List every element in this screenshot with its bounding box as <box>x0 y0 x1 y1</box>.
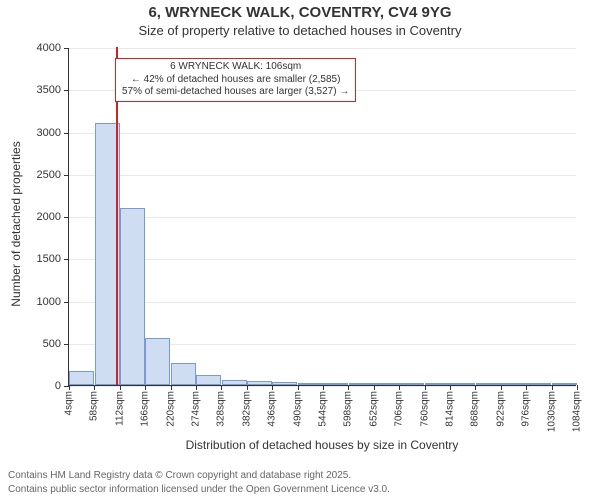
histogram-bar <box>323 383 348 385</box>
histogram-bar <box>69 371 94 385</box>
xtick-mark <box>475 385 476 390</box>
xtick-mark <box>196 385 197 390</box>
xtick-label: 814sqm <box>445 391 456 427</box>
xtick-label: 1030sqm <box>546 391 557 432</box>
histogram-bar <box>349 383 374 385</box>
x-axis-label: Distribution of detached houses by size … <box>68 438 576 452</box>
xtick-label: 652sqm <box>368 391 379 427</box>
xtick-label: 166sqm <box>140 391 151 427</box>
histogram-bar <box>552 383 577 385</box>
ytick-mark <box>64 344 69 345</box>
xtick-mark <box>69 385 70 390</box>
footer-line-1: Contains HM Land Registry data © Crown c… <box>8 470 351 481</box>
xtick-mark <box>221 385 222 390</box>
xtick-label: 328sqm <box>216 391 227 427</box>
xtick-mark <box>298 385 299 390</box>
xtick-label: 58sqm <box>89 391 100 421</box>
xtick-mark <box>247 385 248 390</box>
histogram-bar <box>450 383 475 385</box>
xtick-mark <box>145 385 146 390</box>
ytick-label: 2500 <box>27 169 61 181</box>
xtick-label: 544sqm <box>318 391 329 427</box>
xtick-label: 976sqm <box>521 391 532 427</box>
chart-subtitle: Size of property relative to detached ho… <box>0 21 600 38</box>
y-axis-label: Number of detached properties <box>9 55 23 393</box>
ytick-label: 0 <box>27 380 61 392</box>
gridline <box>69 133 576 134</box>
xtick-label: 112sqm <box>114 391 125 426</box>
xtick-label: 220sqm <box>165 391 176 427</box>
annotation-line1: 6 WRYNECK WALK: 106sqm <box>122 61 349 74</box>
ytick-label: 1000 <box>27 296 61 308</box>
xtick-label: 598sqm <box>343 391 354 427</box>
histogram-bar <box>399 383 424 385</box>
chart-title: 6, WRYNECK WALK, COVENTRY, CV4 9YG <box>0 0 600 21</box>
xtick-label: 922sqm <box>495 391 506 427</box>
histogram-bar <box>120 208 145 385</box>
gridline <box>69 302 576 303</box>
ytick-mark <box>64 48 69 49</box>
xtick-mark <box>348 385 349 390</box>
histogram-bar <box>247 381 272 385</box>
ytick-mark <box>64 259 69 260</box>
xtick-mark <box>450 385 451 390</box>
histogram-bar <box>501 383 526 385</box>
xtick-label: 868sqm <box>470 391 481 427</box>
histogram-bar <box>476 383 501 385</box>
histogram-bar <box>374 383 399 385</box>
histogram-bar <box>145 338 170 385</box>
xtick-label: 760sqm <box>419 391 430 427</box>
histogram-bar <box>526 383 551 385</box>
xtick-mark <box>171 385 172 390</box>
gridline <box>69 259 576 260</box>
ytick-mark <box>64 133 69 134</box>
histogram-bar <box>272 382 297 385</box>
xtick-label: 706sqm <box>394 391 405 427</box>
chart-container: 6, WRYNECK WALK, COVENTRY, CV4 9YG Size … <box>0 0 600 500</box>
xtick-label: 382sqm <box>241 391 252 427</box>
histogram-bar <box>196 375 221 385</box>
xtick-mark <box>577 385 578 390</box>
gridline <box>69 175 576 176</box>
xtick-label: 274sqm <box>191 391 202 427</box>
histogram-bar <box>298 383 323 385</box>
xtick-mark <box>323 385 324 390</box>
xtick-mark <box>94 385 95 390</box>
xtick-mark <box>501 385 502 390</box>
gridline <box>69 217 576 218</box>
ytick-label: 4000 <box>27 42 61 54</box>
ytick-label: 3500 <box>27 84 61 96</box>
ytick-mark <box>64 302 69 303</box>
ytick-mark <box>64 175 69 176</box>
ytick-label: 1500 <box>27 253 61 265</box>
histogram-bar <box>222 380 247 385</box>
annotation-box: 6 WRYNECK WALK: 106sqm ← 42% of detached… <box>115 58 356 102</box>
xtick-label: 4sqm <box>64 391 75 415</box>
histogram-bar <box>171 363 196 385</box>
xtick-mark <box>399 385 400 390</box>
ytick-mark <box>64 90 69 91</box>
ytick-label: 2000 <box>27 211 61 223</box>
ytick-label: 500 <box>27 338 61 350</box>
xtick-label: 1084sqm <box>572 391 583 432</box>
annotation-line3: 57% of semi-detached houses are larger (… <box>122 86 349 99</box>
xtick-mark <box>526 385 527 390</box>
xtick-label: 490sqm <box>292 391 303 427</box>
gridline <box>69 48 576 49</box>
xtick-mark <box>425 385 426 390</box>
annotation-line2: ← 42% of detached houses are smaller (2,… <box>122 74 349 87</box>
histogram-bar <box>425 383 450 385</box>
xtick-mark <box>552 385 553 390</box>
footer-line-2: Contains public sector information licen… <box>8 484 390 495</box>
ytick-mark <box>64 217 69 218</box>
xtick-mark <box>374 385 375 390</box>
xtick-label: 436sqm <box>267 391 278 427</box>
ytick-label: 3000 <box>27 127 61 139</box>
xtick-mark <box>120 385 121 390</box>
xtick-mark <box>272 385 273 390</box>
